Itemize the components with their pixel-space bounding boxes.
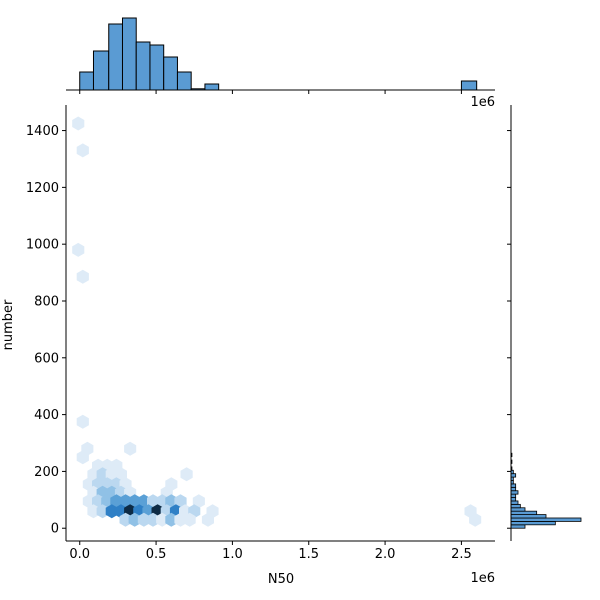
x-histogram-bar [121,17,137,91]
hexbin-cell [128,512,141,527]
x-offset-label-marginal: 1e6 [470,95,495,110]
hexbin-cell [72,116,85,131]
x-offset-label-main: 1e6 [470,571,495,586]
y-histogram-bar [510,497,517,502]
hexbin-cell [147,494,160,509]
hexbin-cell [119,512,132,527]
y-histogram-bar [510,503,521,509]
y-tick-label: 1000 [26,238,59,253]
x-histogram-bar [163,56,178,91]
x-histogram-bar [108,23,123,91]
y-histogram-bar [510,517,582,522]
hexbin-cell [137,512,150,527]
hexbin-cell [119,494,132,509]
y-tick-label: 800 [34,294,59,309]
hexbin-cell [201,512,214,527]
hexbin-cell [165,494,178,509]
y-histogram-bar [510,486,517,492]
y-histogram-bar [510,514,547,519]
y-tick-label: 400 [34,408,59,423]
tick-layer: 0.0 0.5 1.0 1.5 2.0 2.5 0 200 400 600 800 1000 1200 1… [26,124,472,562]
hexbin-layer [72,116,482,527]
hexbin-cell [137,494,150,509]
hexbin-cell [469,512,482,527]
y-axis-label: number [1,299,16,350]
y-tick-label: 1400 [26,124,59,139]
hexbin-cell [165,512,178,527]
x-histogram-bar [204,83,220,91]
marginal-y-histogram [507,105,582,541]
hexbin-cell [82,494,95,509]
hexbin-cell [183,512,196,527]
y-histogram-bar [510,510,538,515]
y-histogram-bar [510,521,556,526]
x-histogram-bar [149,44,165,91]
hexbin-cell [114,467,127,482]
hexbin-cell [76,143,89,158]
x-axis-label: N50 [268,572,294,587]
hexbin-cell [72,242,85,257]
hexbin-cell [87,467,100,482]
x-tick-label: 2.0 [375,547,396,562]
y-tick-label: 200 [34,465,59,480]
hexbin-cell [180,467,193,482]
hexbin-cell [174,512,187,527]
x-tick-label: 1.5 [298,547,319,562]
x-histogram-bar [460,80,478,91]
hexbin-cell [76,269,89,284]
x-tick-label: 0.5 [146,547,167,562]
y-histogram-bar [510,507,526,512]
hexbin-cell [76,414,89,429]
y-histogram-bar [510,493,517,498]
y-tick-label: 1200 [26,181,59,196]
hexbin-cell [105,504,118,519]
hexbin-cell [156,494,169,509]
axes [65,105,495,542]
hexbin-cell [192,494,205,509]
x-histogram-bar [135,41,151,91]
hexbin-cell [174,494,187,509]
hexbin-cell [156,512,169,527]
hexbin-cell [110,494,123,509]
y-histogram-bar [510,524,526,529]
x-histogram-bar [79,71,94,91]
hexbin-cell [124,441,137,456]
y-histogram-bar [510,500,519,505]
y-tick-label: 600 [34,351,59,366]
y-histogram-bar [510,483,517,488]
y-tick-label: 0 [51,522,59,537]
y-histogram-bar [510,490,519,495]
hexbin-cell [87,504,100,519]
y-histogram-bar [510,473,517,478]
hexbin-cell [128,494,141,509]
x-tick-label: 0.0 [69,547,90,562]
hexbin-cell [92,494,105,509]
hexbin-cell [96,467,109,482]
marginal-x-histogram [66,17,495,94]
hexbin-cell [105,467,118,482]
x-histogram-bar [176,71,192,91]
hexbin-cell [101,494,114,509]
x-tick-label: 1.0 [222,547,243,562]
hexbin-cell [96,504,109,519]
hexbin-cell [76,450,89,465]
x-tick-label: 2.5 [451,547,472,562]
hexbin-cell [147,512,160,527]
x-histogram-bar [92,50,110,91]
